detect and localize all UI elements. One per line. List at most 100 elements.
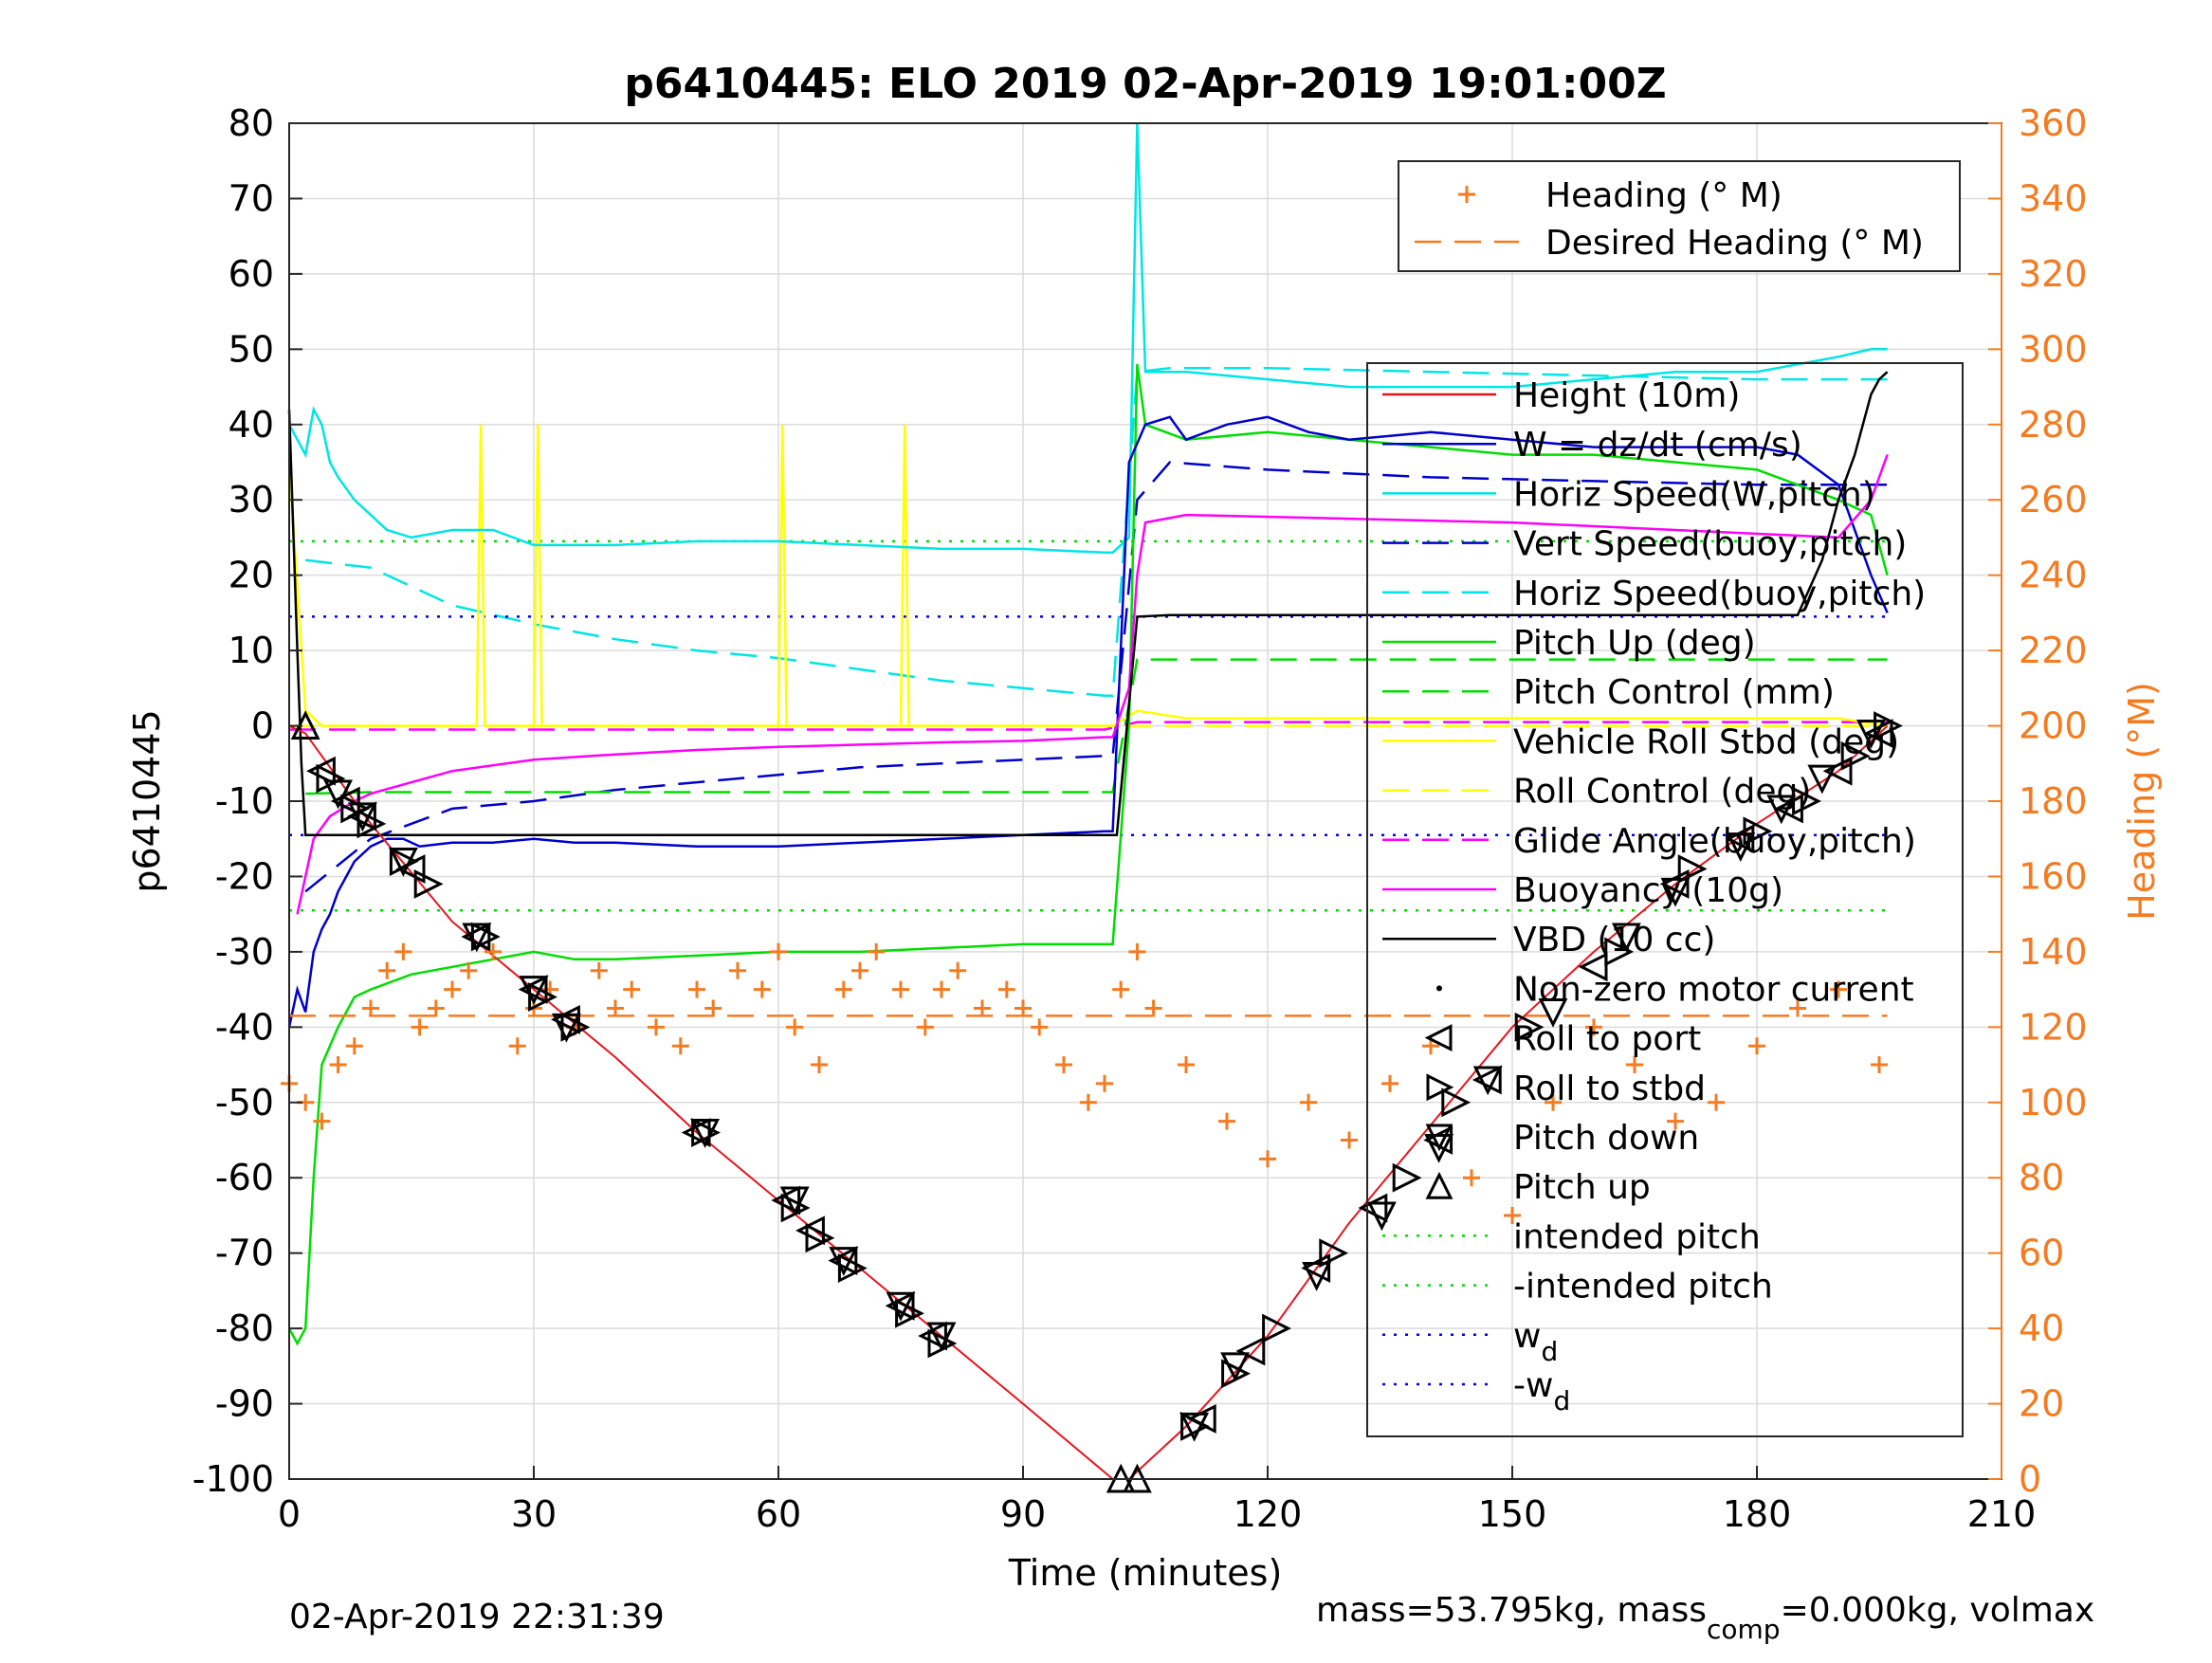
heading-point [1178,1056,1195,1074]
x-tick-label: 0 [278,1493,301,1535]
marker-pitch-down [1807,764,1837,795]
legend-label: VBD (10 cc) [1513,921,1715,959]
marker-roll-to-port [1472,1065,1502,1095]
y-right-tick-label: 140 [2019,931,2088,973]
marker-pitch-down [519,976,549,1005]
marker-roll-to-stbd [356,809,387,839]
heading-point [648,1018,665,1036]
legend-swatch [1436,985,1442,992]
legend-swatch [1425,1171,1453,1199]
legend-label: Roll to port [1513,1020,1701,1059]
series-horiz-speed [287,122,1888,555]
y-right-tick-label: 340 [2019,177,2088,219]
heading-point [484,942,502,960]
legend-label-text: VBD (10 cc) [1513,921,1715,959]
heading-point [313,1112,331,1130]
legend-swatch [1425,1124,1453,1152]
y-tick-label: -10 [215,780,274,822]
axes: 0 30 60 90 120 150 180 21080706050403020100-10-… [192,102,2088,1535]
legend-label: Non-zero motor current [1513,970,1914,1009]
series-w [287,415,1889,1028]
legend-label: Pitch down [1513,1119,1699,1158]
y-right-tick-label: 200 [2019,705,2088,747]
y-right-tick-label: 20 [2019,1383,2064,1425]
legend-label-text: -w [1513,1366,1553,1405]
x-tick-label: 150 [1478,1493,1547,1535]
heading-point [949,961,967,979]
marker-roll-to-port [1235,1336,1266,1366]
x-tick-label: 180 [1723,1493,1792,1535]
heading-point [378,961,396,979]
footer-mass-part1: mass=53.795kg, mass [1316,1591,1707,1630]
heading-point [704,999,722,1017]
heading-point [1079,1093,1097,1111]
y-right-tick-label: 80 [2019,1157,2064,1198]
legend-label-text: Height (10m) [1513,376,1740,415]
legend-label-text: Pitch Control (mm) [1513,673,1835,712]
marker-roll-to-stbd [528,982,558,1012]
marker-pitch-down [1660,877,1691,907]
marker-roll-to-stbd [1792,786,1821,816]
legend-heading-box [1398,160,1961,272]
y-axis-right-label: Heading (°M) [2121,682,2163,921]
marker-pitch-down [1472,1066,1503,1096]
marker-roll-to-stbd [1604,937,1635,967]
y-tick-label: -70 [215,1233,274,1274]
marker-roll-to-port [461,922,491,952]
heading-point [916,1018,934,1036]
legend-label: -intended pitch [1513,1268,1773,1307]
marker-pitch-down [462,923,492,953]
y-tick-label: -40 [215,1006,274,1048]
legend-label-text: Vehicle Roll Stbd (deg) [1513,722,1899,761]
heading-point [1096,1074,1113,1092]
legend-label: wd [1513,1317,1558,1367]
marker-pitch-down [1366,1201,1397,1232]
heading-point [1667,1112,1684,1130]
legend-label-text: W = dz/dt (cm/s) [1513,426,1802,465]
marker-pitch-down [1856,720,1886,749]
x-tick-label: 120 [1234,1493,1303,1535]
legend-label-text: Roll Control (deg) [1513,773,1811,812]
marker-roll-to-stbd [1514,1012,1545,1042]
marker-roll-to-port [828,1246,858,1276]
legend-label: Horiz Speed(W,pitch) [1513,475,1875,514]
heading-point [460,961,478,979]
legend-label-text: Vert Speed(buoy,pitch) [1513,525,1907,564]
legend-label: Desired Heading (° M) [1545,224,1924,263]
heading-point [444,980,461,998]
marker-roll-to-port [330,786,360,816]
marker-roll-to-stbd [389,847,419,876]
legend-label: intended pitch [1513,1217,1761,1256]
heading-point [329,1056,347,1074]
legend-label-text: Horiz Speed(buoy,pitch) [1513,575,1926,613]
heading-point [590,961,608,979]
y-tick-label: -60 [215,1157,274,1198]
legend-label: Vert Speed(buoy,pitch) [1513,525,1907,564]
y-tick-label: -90 [215,1383,274,1425]
heading-point [345,1037,363,1055]
heading-point [770,942,787,960]
y-right-tick-label: 120 [2019,1006,2088,1048]
y-right-tick-label: 320 [2019,253,2088,295]
y-right-tick-label: 0 [2019,1458,2041,1500]
y-tick-label: -20 [215,855,274,897]
series-vert-speed-buoy [304,461,1888,893]
series-vbd [287,371,1889,837]
legend-label-text: Non-zero motor current [1513,970,1914,1009]
legend-label-text: Pitch up [1513,1168,1651,1207]
y-right-tick-label: 160 [2019,855,2088,897]
y-tick-label: -50 [215,1082,274,1124]
legend-label-text: Heading (° M) [1545,176,1782,215]
legend-label-text: Pitch down [1513,1119,1699,1158]
series-glide-angle [289,721,1888,731]
heading-point [394,942,412,960]
heading-point [892,980,909,998]
marker-pitch-down [1424,1133,1454,1163]
heading-point [868,942,886,960]
legend-label-text: Pitch Up (deg) [1513,624,1756,663]
chart-title: p6410445: ELO 2019 02-Apr-2019 19:01:00Z [624,60,1666,108]
marker-roll-to-stbd [316,763,346,794]
heading-point [1871,1056,1888,1074]
marker-roll-to-stbd [1677,854,1708,884]
series-layer [281,122,1889,1480]
